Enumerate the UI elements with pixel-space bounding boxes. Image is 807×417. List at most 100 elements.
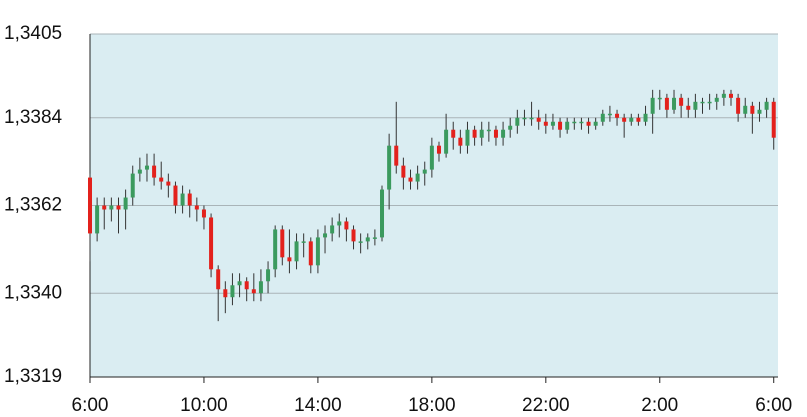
candle-body xyxy=(244,281,249,290)
candle-body xyxy=(308,241,313,266)
candle-body xyxy=(415,173,420,182)
candle-body xyxy=(372,237,377,239)
y-tick-label: 1,3362 xyxy=(4,195,62,216)
candle-body xyxy=(743,105,748,114)
candle-body xyxy=(251,289,256,294)
candle-body xyxy=(714,97,719,102)
y-tick-label: 1,3340 xyxy=(4,282,62,303)
candle-body xyxy=(728,93,733,98)
candle-body xyxy=(301,241,306,243)
candle-body xyxy=(522,117,527,120)
x-tick-label: 2:00 xyxy=(641,395,678,416)
candle-body xyxy=(757,109,762,114)
candle-body xyxy=(330,225,335,234)
candle-body xyxy=(166,181,171,186)
x-tick-label: 18:00 xyxy=(408,395,456,416)
candle-body xyxy=(109,205,114,210)
candle-body xyxy=(187,193,192,206)
candle-body xyxy=(344,221,349,230)
candle-body xyxy=(622,117,627,122)
x-tick-label: 10:00 xyxy=(180,395,228,416)
candle-body xyxy=(266,269,271,282)
candle-body xyxy=(137,169,142,174)
candle-body xyxy=(444,129,449,154)
candle-body xyxy=(515,117,520,126)
x-tick-label: 6:00 xyxy=(755,395,792,416)
y-tick-label: 1,3405 xyxy=(4,23,62,44)
candle-body xyxy=(422,169,427,174)
candle-body xyxy=(501,129,506,138)
candle-body xyxy=(88,177,92,234)
candle-body xyxy=(493,129,498,138)
candle-body xyxy=(152,165,157,178)
candle-body xyxy=(736,97,741,114)
candle-body xyxy=(672,97,677,110)
candle-body xyxy=(700,101,705,104)
candle-body xyxy=(650,97,655,114)
candle-body xyxy=(771,101,776,138)
candle-body xyxy=(180,193,185,206)
candle-body xyxy=(764,101,769,110)
candle-body xyxy=(337,221,342,226)
candle-body xyxy=(536,117,541,122)
candle-body xyxy=(351,229,356,242)
candle-body xyxy=(173,185,178,206)
candle-body xyxy=(401,165,406,178)
candle-body xyxy=(600,113,605,122)
candle-body xyxy=(593,121,598,126)
candle-body xyxy=(472,129,477,138)
candle-body xyxy=(543,121,548,126)
candle-body xyxy=(315,237,320,266)
candle-body xyxy=(629,117,634,122)
candle-body xyxy=(95,205,100,234)
candle-body xyxy=(394,145,399,166)
candle-body xyxy=(607,113,612,116)
candle-body xyxy=(287,257,292,262)
candle-body xyxy=(237,281,242,286)
y-tick-label: 1,3384 xyxy=(4,107,63,128)
candle-body xyxy=(201,209,206,218)
candle-body xyxy=(550,121,555,126)
candle-body xyxy=(194,205,199,210)
candle-body xyxy=(458,137,463,146)
candle-body xyxy=(429,145,434,170)
candle-body xyxy=(258,281,263,294)
candle-body xyxy=(657,97,662,100)
candle-body xyxy=(664,97,669,110)
candle-body xyxy=(579,121,584,124)
candle-body xyxy=(294,241,299,262)
candle-body xyxy=(380,189,385,238)
candle-body xyxy=(565,121,570,130)
candle-body xyxy=(123,197,128,210)
candle-body xyxy=(216,269,221,290)
candle-body xyxy=(102,205,107,210)
candle-body xyxy=(486,129,491,132)
candle-body xyxy=(116,205,121,210)
candle-body xyxy=(436,145,441,154)
candle-body xyxy=(679,97,684,106)
candle-body xyxy=(529,117,534,120)
candle-body xyxy=(558,121,563,130)
candle-body xyxy=(387,145,392,190)
candle-body xyxy=(707,101,712,104)
candle-body xyxy=(273,229,278,270)
candle-body xyxy=(615,113,620,118)
candle-body xyxy=(572,121,577,124)
candle-body xyxy=(223,289,228,298)
candle-body xyxy=(643,113,648,122)
candle-body xyxy=(693,101,698,110)
candle-body xyxy=(686,105,691,110)
candle-body xyxy=(408,177,413,182)
x-tick-label: 14:00 xyxy=(294,395,342,416)
x-tick-label: 6:00 xyxy=(72,395,109,416)
candle-body xyxy=(209,217,214,270)
candle-body xyxy=(636,117,641,122)
x-tick-label: 22:00 xyxy=(522,395,570,416)
candle-body xyxy=(358,241,363,243)
candle-body xyxy=(465,129,470,146)
candle-body xyxy=(280,229,285,258)
candle-body xyxy=(750,105,755,114)
candle-body xyxy=(144,165,149,170)
candle-body xyxy=(479,129,484,138)
